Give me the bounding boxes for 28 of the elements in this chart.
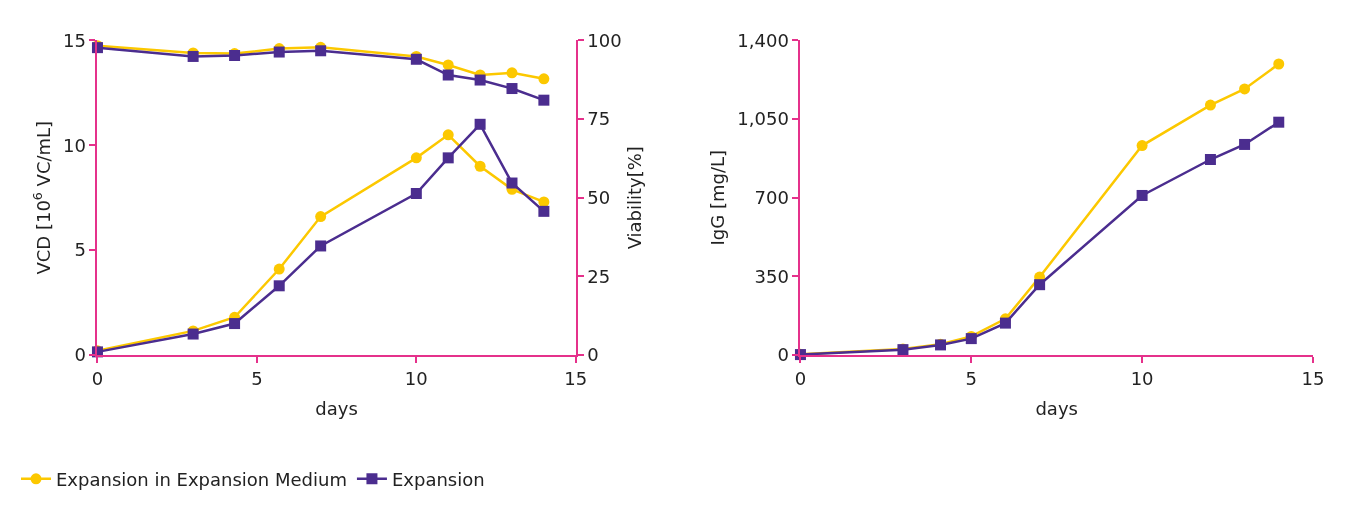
y2-tick-label: 100 — [587, 29, 622, 51]
x-tick-label: 0 — [794, 367, 807, 389]
y-tick-label: 0 — [777, 344, 789, 366]
y-tick-label: 5 — [74, 239, 86, 261]
y2-tick-label: 25 — [587, 265, 611, 287]
y-tick-label: 1,050 — [737, 108, 789, 130]
x-tick-label: 15 — [1301, 367, 1325, 389]
y-tick-label: 0 — [74, 344, 86, 366]
y-tick-label: 700 — [754, 187, 789, 209]
legend-label: Expansion — [391, 468, 485, 490]
y2-tick-label: 0 — [587, 344, 599, 366]
x-tick-label: 5 — [965, 367, 977, 389]
x-axis-title: days — [1035, 398, 1078, 420]
x-axis-title: days — [315, 398, 358, 420]
y-tick-label: 15 — [62, 29, 86, 51]
x-tick-label: 10 — [1130, 367, 1154, 389]
y2-axis-title: Viability[%] — [624, 146, 646, 250]
y-tick-label: 350 — [754, 265, 789, 287]
y-tick-label: 1,400 — [737, 29, 789, 51]
y-axis-title: IgG [mg/L] — [707, 149, 729, 246]
y2-tick-label: 50 — [587, 187, 611, 209]
y-tick-label: 10 — [62, 134, 86, 156]
legend-label: Expansion in Expansion Medium — [56, 468, 347, 490]
x-tick-label: 0 — [91, 367, 104, 389]
y2-tick-label: 75 — [587, 108, 611, 130]
x-tick-label: 15 — [564, 367, 588, 389]
x-tick-label: 5 — [251, 367, 263, 389]
x-tick-label: 10 — [404, 367, 428, 389]
